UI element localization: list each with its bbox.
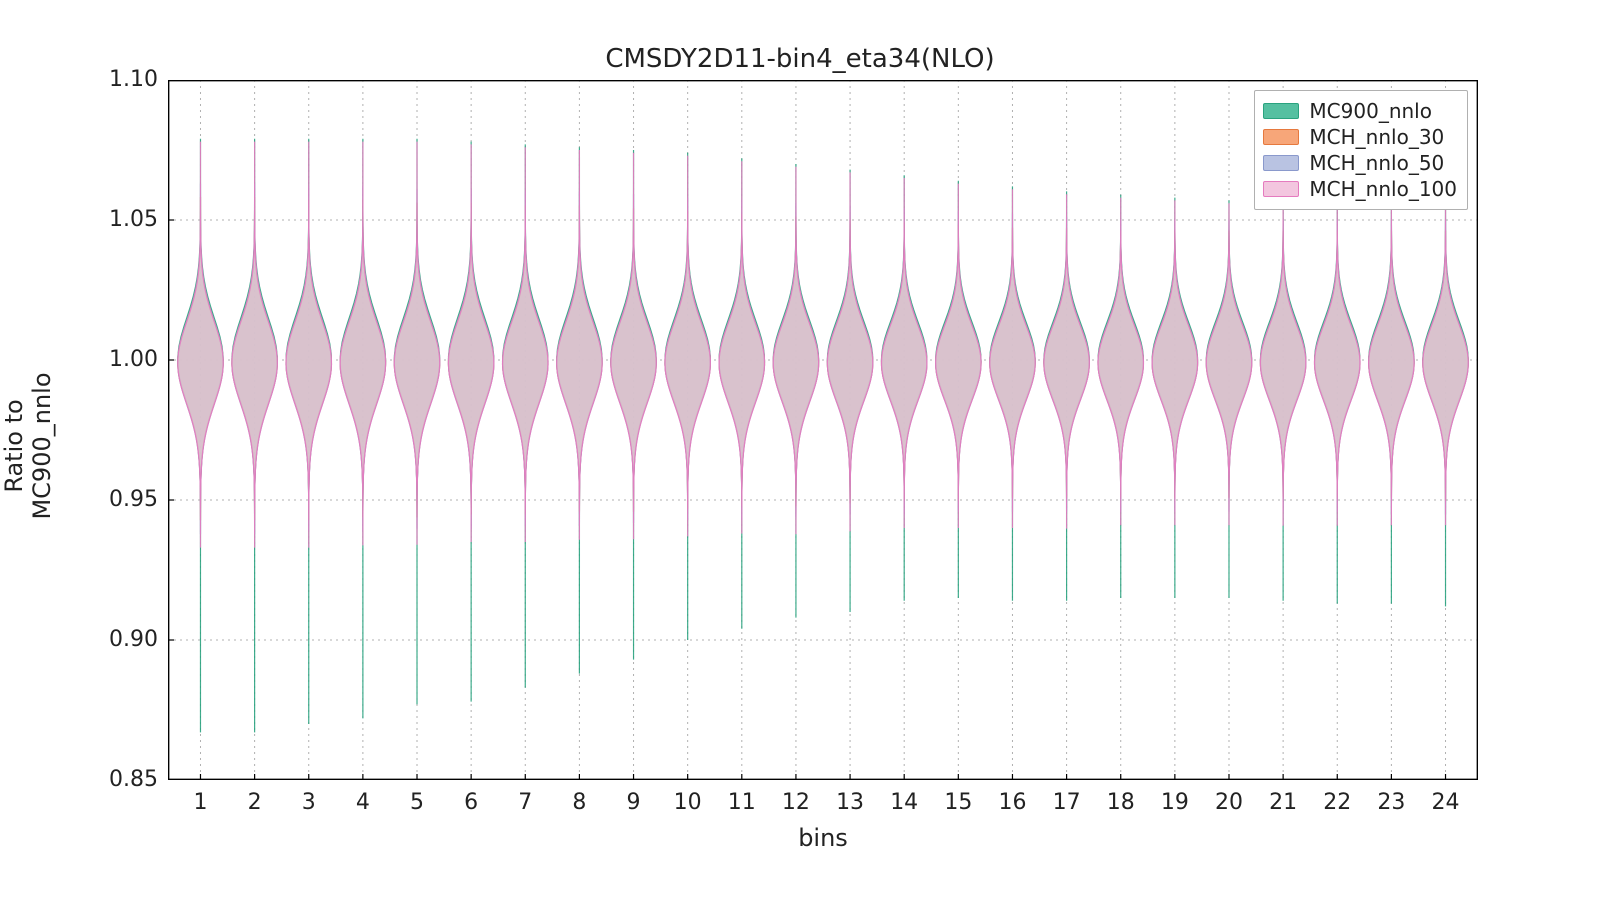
violin (340, 142, 385, 545)
violin (1369, 209, 1414, 525)
violin (1315, 209, 1360, 525)
x-tick-label: 13 (830, 790, 870, 815)
x-tick-label: 6 (451, 790, 491, 815)
y-tick-label: 1.00 (88, 347, 158, 372)
violin (503, 147, 548, 542)
legend-item: MCH_nnlo_50 (1263, 151, 1457, 175)
x-tick-label: 17 (1047, 790, 1087, 815)
violin (1423, 209, 1468, 525)
y-tick-label: 0.95 (88, 487, 158, 512)
x-tick-label: 8 (559, 790, 599, 815)
x-tick-label: 1 (180, 790, 220, 815)
x-tick-label: 4 (343, 790, 383, 815)
violin (178, 142, 223, 548)
legend-label: MC900_nnlo (1309, 99, 1432, 123)
y-tick-label: 1.05 (88, 207, 158, 232)
figure: CMSDY2D11-bin4_eta34(NLO) Ratio to MC900… (0, 0, 1600, 900)
x-tick-label: 2 (235, 790, 275, 815)
legend-swatch (1263, 103, 1299, 119)
x-tick-label: 11 (722, 790, 762, 815)
legend-label: MCH_nnlo_30 (1309, 125, 1444, 149)
x-tick-label: 10 (668, 790, 708, 815)
y-tick-label: 0.90 (88, 627, 158, 652)
x-tick-label: 24 (1426, 790, 1466, 815)
violin (557, 150, 602, 539)
violin (881, 178, 926, 528)
x-tick-label: 3 (289, 790, 329, 815)
violin (1206, 203, 1251, 525)
chart-title: CMSDY2D11-bin4_eta34(NLO) (0, 44, 1600, 74)
violin (719, 161, 764, 533)
legend: MC900_nnloMCH_nnlo_30MCH_nnlo_50MCH_nnlo… (1254, 90, 1468, 210)
y-tick-label: 1.10 (88, 67, 158, 92)
y-axis-label: Ratio to MC900_nnlo (0, 326, 56, 566)
legend-swatch (1263, 129, 1299, 145)
x-tick-label: 7 (505, 790, 545, 815)
x-tick-label: 18 (1101, 790, 1141, 815)
x-tick-label: 20 (1209, 790, 1249, 815)
violin (286, 142, 331, 548)
y-tick-label: 0.85 (88, 767, 158, 792)
x-tick-label: 22 (1317, 790, 1357, 815)
legend-label: MCH_nnlo_100 (1309, 177, 1457, 201)
x-tick-label: 9 (614, 790, 654, 815)
violin (1044, 195, 1089, 528)
legend-swatch (1263, 181, 1299, 197)
legend-label: MCH_nnlo_50 (1309, 151, 1444, 175)
violin (827, 172, 872, 530)
legend-item: MCH_nnlo_30 (1263, 125, 1457, 149)
violin (936, 184, 981, 528)
legend-swatch (1263, 155, 1299, 171)
violin (232, 142, 277, 548)
violin (394, 142, 439, 545)
violin (665, 156, 710, 537)
x-axis-label: bins (168, 824, 1478, 852)
violin (990, 189, 1035, 528)
violin (611, 153, 656, 539)
x-tick-label: 15 (938, 790, 978, 815)
x-tick-label: 21 (1263, 790, 1303, 815)
x-tick-label: 5 (397, 790, 437, 815)
violin (448, 144, 493, 542)
violin (773, 167, 818, 534)
x-tick-label: 12 (776, 790, 816, 815)
violin (1152, 200, 1197, 525)
x-tick-label: 16 (992, 790, 1032, 815)
violin (1098, 198, 1143, 526)
x-tick-label: 23 (1371, 790, 1411, 815)
x-tick-label: 19 (1155, 790, 1195, 815)
legend-item: MCH_nnlo_100 (1263, 177, 1457, 201)
legend-item: MC900_nnlo (1263, 99, 1457, 123)
violin (1260, 206, 1305, 525)
x-tick-label: 14 (884, 790, 924, 815)
